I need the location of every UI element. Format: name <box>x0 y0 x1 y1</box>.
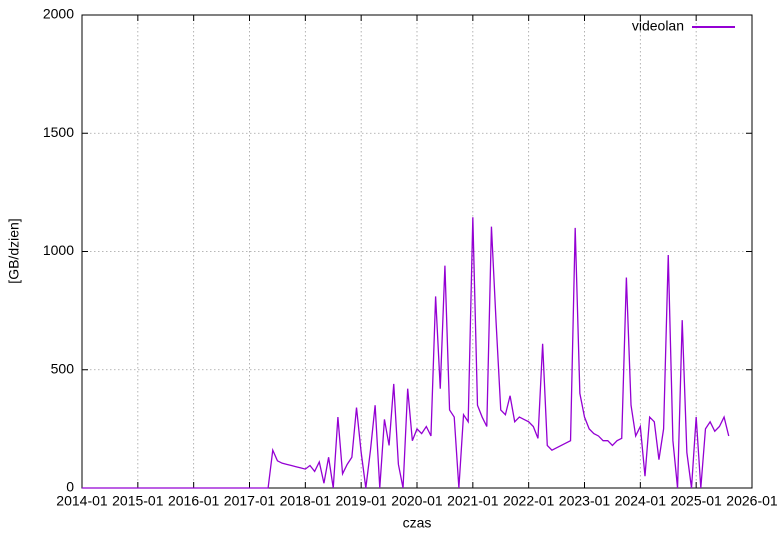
x-tick-label: 2016-01 <box>168 493 220 509</box>
x-tick-label: 2020-01 <box>391 493 443 509</box>
y-tick-label: 0 <box>66 479 74 495</box>
x-tick-label: 2024-01 <box>615 493 667 509</box>
y-tick-label: 500 <box>51 360 75 376</box>
data-line <box>82 217 730 489</box>
y-tick-label: 1500 <box>43 124 74 140</box>
y-tick-label: 2000 <box>43 6 74 22</box>
x-tick-label: 2021-01 <box>447 493 499 509</box>
legend-label: videolan <box>632 18 684 34</box>
x-tick-label: 2018-01 <box>280 493 332 509</box>
x-tick-label: 2017-01 <box>224 493 276 509</box>
x-tick-label: 2026-01 <box>726 493 778 509</box>
x-tick-label: 2025-01 <box>670 493 722 509</box>
x-tick-label: 2014-01 <box>56 493 108 509</box>
y-tick-label: 1000 <box>43 242 74 258</box>
x-axis-label: czas <box>403 515 432 531</box>
x-tick-label: 2023-01 <box>559 493 611 509</box>
x-tick-label: 2015-01 <box>112 493 164 509</box>
x-tick-label: 2022-01 <box>503 493 555 509</box>
x-tick-label: 2019-01 <box>335 493 387 509</box>
y-axis-label: [GB/dzien] <box>6 218 22 283</box>
